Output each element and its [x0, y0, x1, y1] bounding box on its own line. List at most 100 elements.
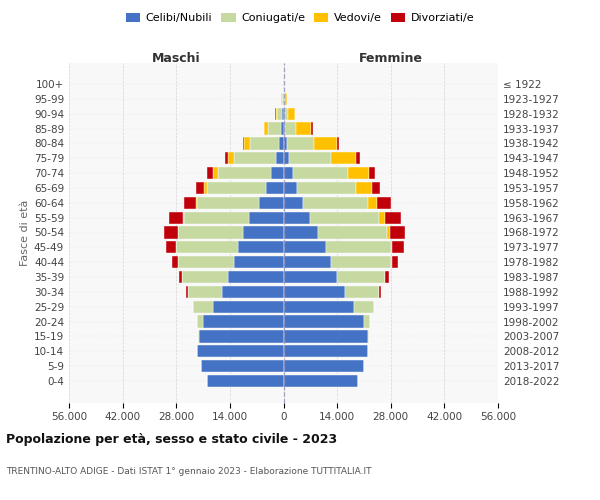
Bar [287, 138, 314, 149]
Bar [337, 271, 385, 283]
Bar [355, 300, 374, 313]
Bar [284, 122, 286, 134]
Bar [385, 271, 389, 283]
Bar [250, 138, 279, 149]
Bar [284, 345, 368, 358]
Bar [284, 138, 287, 149]
Bar [368, 196, 377, 209]
Bar [326, 242, 391, 254]
Bar [337, 138, 339, 149]
Bar [212, 300, 284, 313]
Bar [276, 108, 277, 120]
Bar [186, 286, 188, 298]
Bar [207, 167, 213, 179]
Bar [284, 330, 368, 342]
Bar [356, 152, 360, 164]
Bar [268, 122, 281, 134]
Bar [284, 212, 310, 224]
Bar [266, 182, 284, 194]
Bar [277, 108, 282, 120]
Bar [289, 152, 331, 164]
Bar [249, 212, 284, 224]
Bar [259, 196, 284, 209]
Bar [178, 226, 243, 238]
Bar [285, 93, 287, 105]
Bar [293, 167, 348, 179]
Bar [331, 152, 356, 164]
Bar [284, 286, 345, 298]
Bar [284, 375, 358, 387]
Bar [284, 242, 326, 254]
Bar [204, 182, 207, 194]
Bar [188, 286, 222, 298]
Bar [284, 256, 331, 268]
Bar [364, 316, 370, 328]
Bar [184, 196, 196, 209]
Bar [276, 152, 284, 164]
Bar [228, 152, 234, 164]
Bar [179, 271, 182, 283]
Bar [244, 138, 250, 149]
Bar [218, 167, 271, 179]
Bar [178, 256, 234, 268]
Bar [172, 256, 178, 268]
Bar [284, 182, 297, 194]
Bar [265, 122, 268, 134]
Bar [169, 212, 183, 224]
Bar [282, 108, 284, 120]
Bar [197, 316, 203, 328]
Y-axis label: Fasce di età: Fasce di età [20, 200, 30, 266]
Bar [284, 226, 318, 238]
Bar [284, 360, 364, 372]
Bar [348, 167, 370, 179]
Bar [385, 212, 401, 224]
Bar [271, 167, 284, 179]
Bar [197, 196, 259, 209]
Bar [356, 182, 371, 194]
Bar [370, 167, 375, 179]
Bar [242, 138, 244, 149]
Bar [176, 242, 238, 254]
Bar [228, 271, 284, 283]
Bar [284, 316, 364, 328]
Bar [310, 212, 379, 224]
Bar [197, 345, 284, 358]
Bar [199, 330, 284, 342]
Bar [263, 122, 265, 134]
Bar [284, 93, 285, 105]
Bar [284, 300, 355, 313]
Bar [392, 256, 398, 268]
Bar [183, 212, 184, 224]
Bar [314, 138, 337, 149]
Bar [377, 196, 391, 209]
Bar [311, 122, 313, 134]
Bar [243, 226, 284, 238]
Bar [238, 242, 284, 254]
Bar [234, 152, 276, 164]
Bar [164, 226, 178, 238]
Bar [284, 167, 293, 179]
Bar [201, 360, 284, 372]
Bar [222, 286, 284, 298]
Bar [213, 167, 218, 179]
Bar [371, 182, 380, 194]
Bar [207, 182, 266, 194]
Bar [379, 286, 382, 298]
Bar [234, 256, 284, 268]
Bar [297, 182, 356, 194]
Bar [182, 271, 228, 283]
Bar [196, 182, 204, 194]
Bar [281, 122, 284, 134]
Bar [284, 108, 288, 120]
Bar [284, 196, 302, 209]
Text: TRENTINO-ALTO ADIGE - Dati ISTAT 1° gennaio 2023 - Elaborazione TUTTITALIA.IT: TRENTINO-ALTO ADIGE - Dati ISTAT 1° genn… [6, 468, 371, 476]
Bar [196, 196, 197, 209]
Bar [391, 242, 392, 254]
Bar [286, 122, 296, 134]
Bar [203, 316, 284, 328]
Bar [302, 196, 368, 209]
Text: Popolazione per età, sesso e stato civile - 2023: Popolazione per età, sesso e stato civil… [6, 432, 337, 446]
Bar [345, 286, 379, 298]
Text: Femmine: Femmine [359, 52, 423, 64]
Bar [392, 242, 404, 254]
